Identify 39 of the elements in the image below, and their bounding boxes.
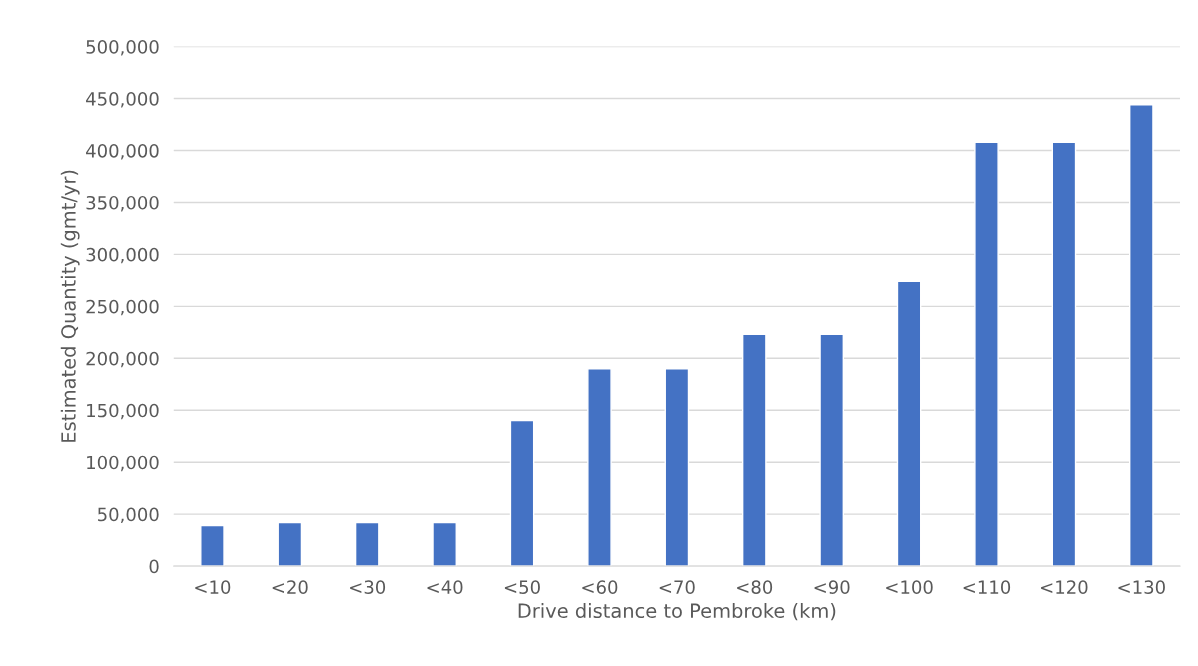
y-tick-label: 50,000: [98, 507, 159, 524]
bar: [1051, 141, 1077, 567]
y-tick-label: 400,000: [86, 143, 159, 160]
bar: [664, 368, 690, 567]
x-tick-label: <100: [886, 580, 933, 594]
y-axis-title: Estimated Quantity (gmt/yr): [60, 170, 80, 442]
x-tick-label: <20: [272, 580, 308, 594]
y-tick-label: 450,000: [86, 92, 159, 108]
bar: [587, 368, 612, 567]
bar: [819, 333, 844, 567]
x-tick-label: <130: [1118, 580, 1165, 594]
x-tick-label: <90: [814, 580, 850, 594]
bar: [200, 524, 225, 567]
bar: [741, 333, 767, 567]
bar: [432, 521, 457, 567]
x-tick-label: <10: [195, 580, 231, 594]
y-tick-label: 0: [149, 559, 159, 574]
y-tick-label: 300,000: [86, 247, 159, 264]
y-tick-label: 500,000: [86, 40, 159, 56]
x-tick-label: <80: [737, 580, 773, 594]
y-tick-label: 250,000: [86, 299, 159, 316]
bar: [896, 280, 922, 567]
bar: [974, 141, 999, 567]
bar: [277, 521, 303, 567]
y-tick-label: 100,000: [87, 455, 159, 472]
y-tick-label: 200,000: [86, 351, 159, 368]
x-tick-label: <40: [427, 580, 463, 594]
bar: [1129, 104, 1154, 567]
x-tick-label: <60: [582, 580, 618, 594]
y-tick-label: 350,000: [86, 195, 159, 212]
bar: [509, 419, 535, 567]
x-tick-label: <120: [1041, 580, 1088, 594]
y-tick-label: 150,000: [87, 403, 159, 420]
x-tick-label: <70: [659, 580, 695, 594]
x-tick-label: <30: [350, 580, 386, 594]
bar: [354, 521, 380, 567]
x-tick-label: <110: [963, 580, 1011, 594]
x-tick-label: <50: [504, 580, 540, 594]
x-axis-title: Drive distance to Pembroke (km): [518, 603, 836, 621]
